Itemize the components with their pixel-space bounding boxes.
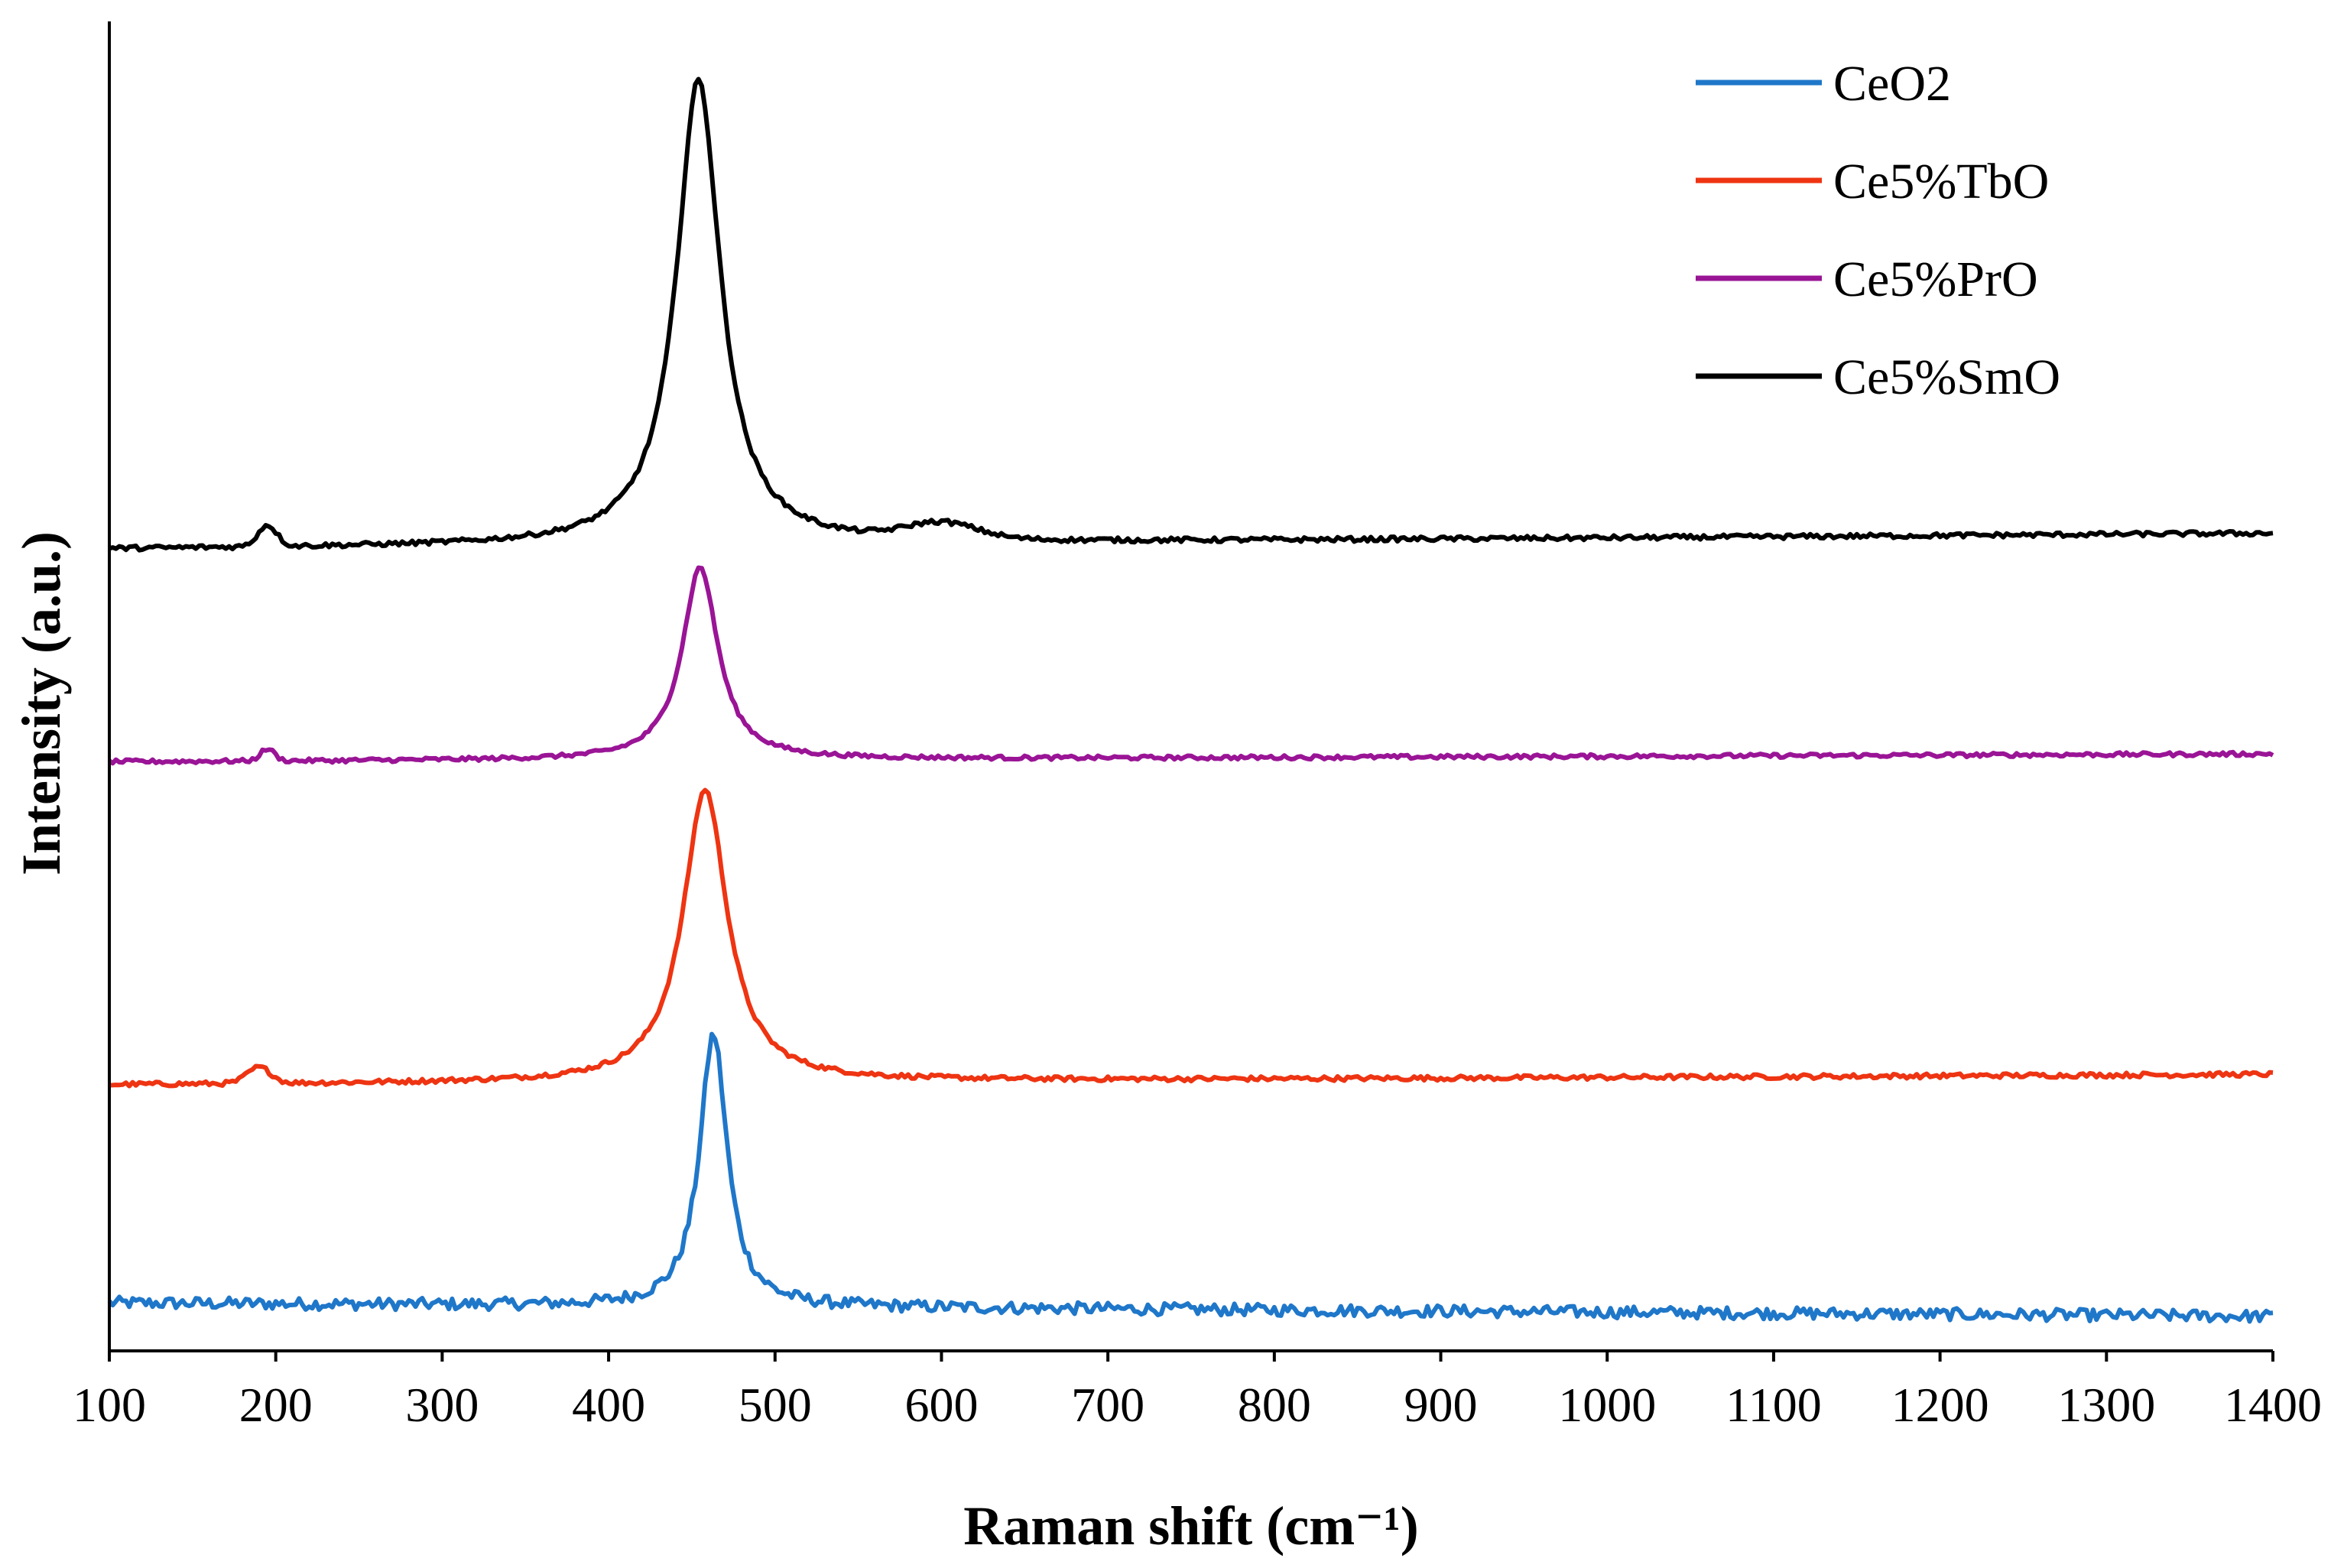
legend-label: Ce5%TbO bbox=[1833, 154, 2049, 209]
x-tick-label: 300 bbox=[405, 1378, 479, 1432]
series-line-ce5-smo bbox=[109, 76, 2274, 553]
x-axis-title: Raman shift (cm⁻¹) bbox=[963, 1495, 1419, 1557]
legend-label: Ce5%SmO bbox=[1833, 349, 2060, 405]
legend-label: Ce5%PrO bbox=[1833, 252, 2038, 307]
x-tick-label: 1300 bbox=[2057, 1378, 2155, 1432]
series-line-ceo2 bbox=[107, 1031, 2274, 1324]
x-tick-label: 600 bbox=[904, 1378, 978, 1432]
x-tick-label: 900 bbox=[1404, 1378, 1478, 1432]
x-tick-label: 1100 bbox=[1726, 1378, 1822, 1432]
legend: CeO2 Ce5%TbO Ce5%PrO Ce5%SmO bbox=[1696, 56, 2060, 405]
x-tick-label: 400 bbox=[572, 1378, 645, 1432]
x-tick-label: 1200 bbox=[1891, 1378, 1989, 1432]
series-layer bbox=[107, 76, 2274, 1324]
x-tick-label: 1400 bbox=[2224, 1378, 2322, 1432]
x-tick-label: 700 bbox=[1071, 1378, 1144, 1432]
x-tick-label: 800 bbox=[1238, 1378, 1311, 1432]
y-axis-title: Intensity (a.u.) bbox=[11, 531, 72, 875]
x-ticks: 100 200 300 400 500 600 700 800 900 1000 1100 1200 1… bbox=[73, 1351, 2322, 1432]
x-tick-label: 200 bbox=[239, 1378, 313, 1432]
series-line-ce5-pro bbox=[108, 565, 2274, 766]
legend-label: CeO2 bbox=[1833, 56, 1951, 112]
series-line-ce5-tbo bbox=[109, 787, 2274, 1089]
x-tick-label: 100 bbox=[73, 1378, 146, 1432]
x-tick-label: 1000 bbox=[1558, 1378, 1656, 1432]
x-tick-label: 500 bbox=[739, 1378, 812, 1432]
